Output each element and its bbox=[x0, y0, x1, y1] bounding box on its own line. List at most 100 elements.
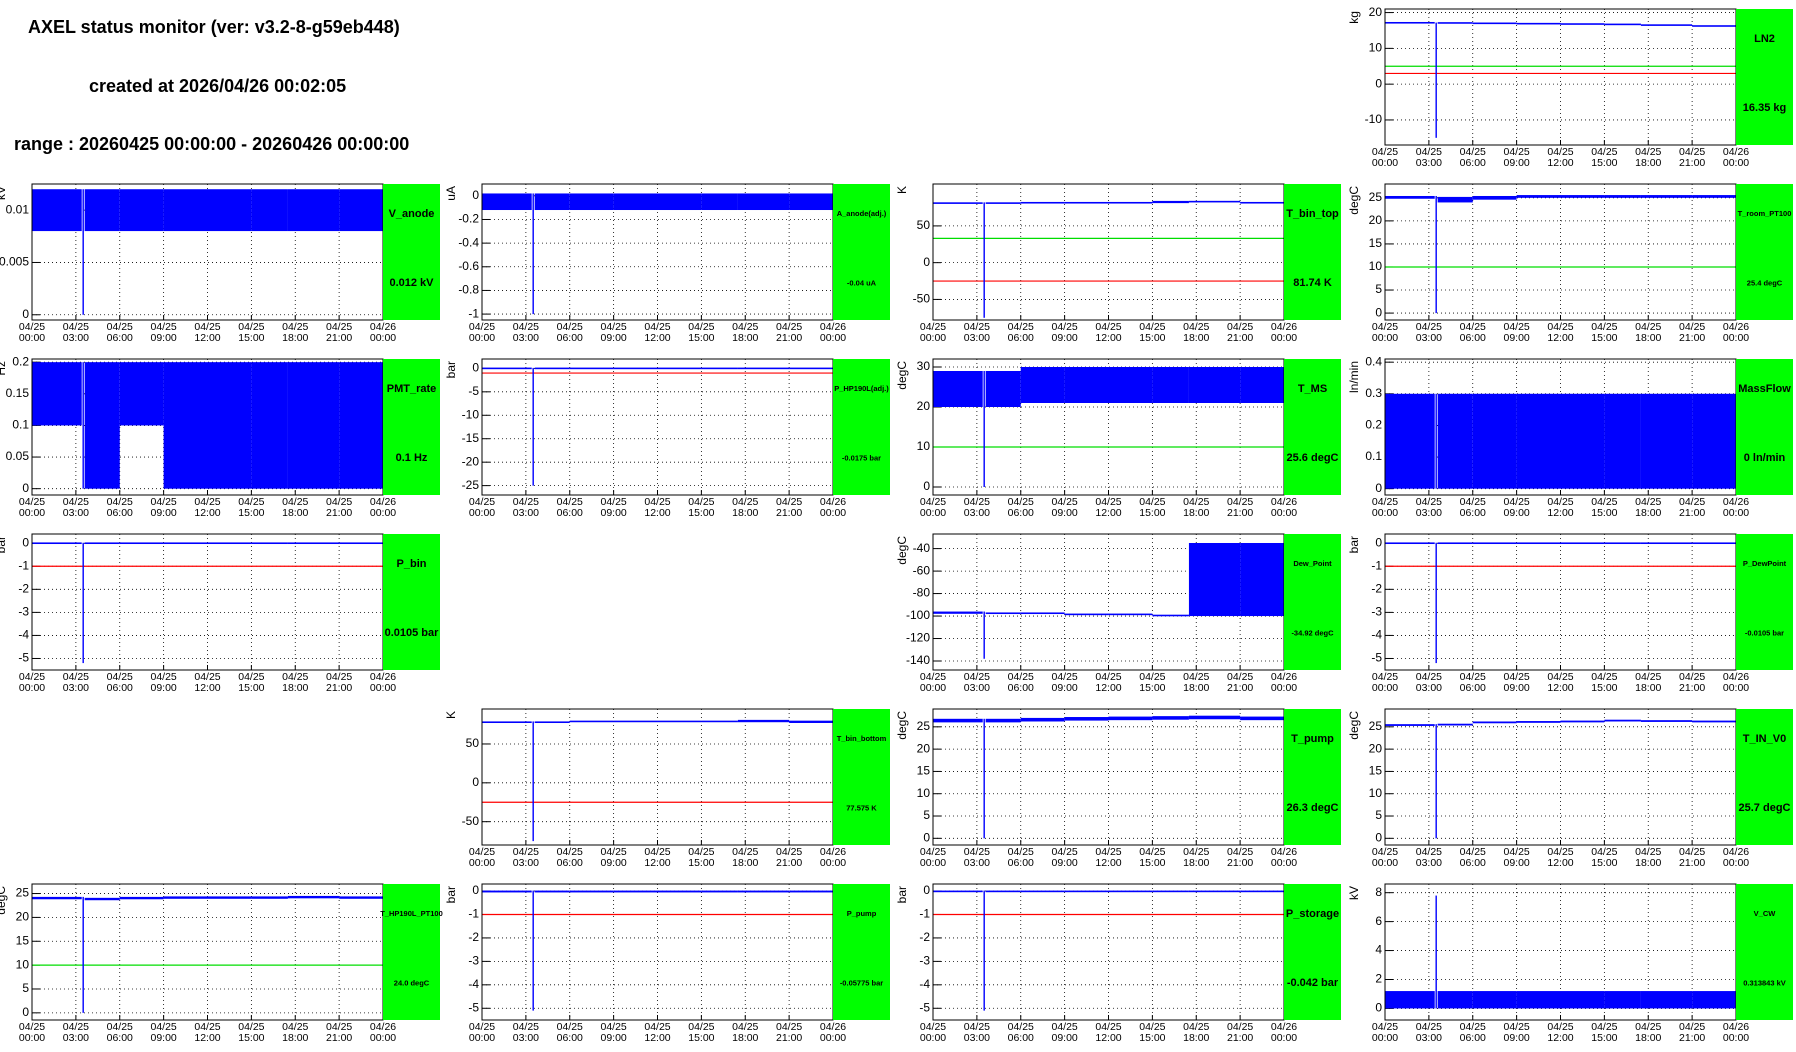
status-box bbox=[1736, 884, 1793, 1020]
x-tick-label: 04/25 12:00 bbox=[644, 321, 671, 344]
x-tick-label: 04/25 15:00 bbox=[1139, 1021, 1166, 1044]
x-tick-label: 04/25 09:00 bbox=[1051, 671, 1078, 694]
trace-envelope bbox=[1435, 895, 1437, 1009]
x-tick-label: 04/25 09:00 bbox=[1503, 1021, 1530, 1044]
y-tick-label: 50 bbox=[917, 218, 931, 232]
x-tick-label: 04/25 00:00 bbox=[1371, 1021, 1399, 1044]
status-name: MassFlow bbox=[1738, 383, 1791, 395]
trace-envelope bbox=[287, 189, 340, 232]
status-value: 0.012 kV bbox=[389, 277, 434, 289]
status-box bbox=[383, 359, 440, 495]
y-tick-label: 10 bbox=[1369, 786, 1383, 800]
trace-envelope bbox=[1560, 991, 1605, 1009]
x-tick-label: 04/25 09:00 bbox=[150, 671, 177, 694]
y-tick-label: -3 bbox=[468, 954, 479, 968]
y-tick-label: 0 bbox=[923, 883, 930, 897]
trace-envelope bbox=[1604, 991, 1641, 1009]
status-value: 16.35 kg bbox=[1743, 102, 1786, 114]
trace-envelope bbox=[657, 720, 702, 723]
trace-envelope bbox=[1437, 393, 1473, 489]
x-tick-label: 04/26 00:00 bbox=[369, 1021, 397, 1044]
y-tick-label: -2 bbox=[919, 930, 930, 944]
status-name: T_bin_bottom bbox=[837, 734, 887, 743]
trace-envelope bbox=[1435, 195, 1437, 314]
x-tick-label: 04/26 00:00 bbox=[1270, 846, 1298, 869]
status-value: 26.3 degC bbox=[1287, 802, 1339, 814]
status-value: -34.92 degC bbox=[1291, 628, 1334, 637]
y-axis-unit: bar bbox=[895, 886, 909, 903]
trace-envelope bbox=[1188, 200, 1241, 203]
y-tick-label: 0 bbox=[472, 188, 479, 202]
x-tick-label: 04/26 00:00 bbox=[819, 496, 847, 519]
y-tick-label: 20 bbox=[16, 910, 30, 924]
status-box bbox=[383, 184, 440, 320]
trace-envelope bbox=[339, 189, 383, 232]
y-axis-unit: K bbox=[895, 186, 909, 194]
y-tick-label: -4 bbox=[1371, 628, 1382, 642]
status-name: PMT_rate bbox=[387, 383, 437, 395]
trace-envelope bbox=[1240, 542, 1284, 617]
y-axis-unit: uA bbox=[444, 186, 458, 201]
x-tick-label: 04/25 18:00 bbox=[1183, 1021, 1210, 1044]
status-value: -0.042 bar bbox=[1287, 977, 1339, 989]
trace-envelope bbox=[82, 896, 84, 1013]
status-name: T_pump bbox=[1291, 733, 1334, 745]
y-tick-label: 0 bbox=[472, 775, 479, 789]
trace-envelope bbox=[482, 721, 532, 724]
x-tick-label: 04/25 12:00 bbox=[1095, 496, 1122, 519]
trace-envelope bbox=[569, 193, 614, 211]
trace-envelope bbox=[1560, 720, 1605, 723]
x-tick-label: 04/25 15:00 bbox=[688, 846, 715, 869]
trace-envelope bbox=[1437, 22, 1473, 24]
y-tick-label: -50 bbox=[913, 292, 931, 306]
y-tick-label: -25 bbox=[462, 478, 480, 492]
trace-envelope bbox=[983, 371, 985, 487]
y-tick-label: 0.1 bbox=[1365, 449, 1382, 463]
x-tick-label: 04/25 03:00 bbox=[963, 671, 991, 694]
trace-envelope bbox=[1435, 542, 1437, 664]
x-tick-label: 04/25 12:00 bbox=[194, 1021, 221, 1044]
y-tick-label: 0 bbox=[1375, 76, 1382, 90]
y-tick-label: -0.8 bbox=[458, 283, 479, 297]
status-value: 81.74 K bbox=[1293, 277, 1332, 289]
x-tick-label: 04/25 21:00 bbox=[1226, 1021, 1254, 1044]
trace-envelope bbox=[1188, 890, 1241, 893]
x-tick-label: 04/25 18:00 bbox=[1635, 146, 1662, 169]
y-axis-unit: bar bbox=[444, 361, 458, 378]
status-name: T_HP190L_PT100 bbox=[380, 909, 443, 918]
x-tick-label: 04/25 03:00 bbox=[963, 1021, 991, 1044]
status-box bbox=[383, 534, 440, 670]
y-tick-label: 10 bbox=[917, 439, 931, 453]
trace-envelope bbox=[737, 193, 790, 211]
y-tick-label: 4 bbox=[1375, 943, 1382, 957]
status-name: P_pump bbox=[847, 909, 877, 918]
trace-envelope bbox=[1516, 991, 1561, 1009]
x-tick-label: 04/25 21:00 bbox=[775, 846, 803, 869]
status-box bbox=[1736, 709, 1793, 845]
x-tick-label: 04/25 09:00 bbox=[1051, 496, 1078, 519]
y-tick-label: -0.4 bbox=[458, 235, 479, 249]
status-name: P_DewPoint bbox=[1743, 559, 1787, 568]
trace-envelope bbox=[1437, 991, 1473, 1009]
x-tick-label: 04/25 12:00 bbox=[1547, 496, 1574, 519]
y-tick-label: -1 bbox=[468, 907, 479, 921]
trace-envelope bbox=[532, 193, 534, 315]
status-box bbox=[833, 884, 890, 1020]
y-tick-label: 20 bbox=[1369, 741, 1383, 755]
x-tick-label: 04/25 12:00 bbox=[1547, 146, 1574, 169]
x-tick-label: 04/25 15:00 bbox=[688, 1021, 715, 1044]
x-tick-label: 04/25 21:00 bbox=[1678, 496, 1706, 519]
trace-envelope bbox=[482, 367, 532, 370]
trace-envelope bbox=[569, 367, 614, 370]
trace-envelope bbox=[32, 189, 82, 232]
y-tick-label: 6 bbox=[1375, 914, 1382, 928]
trace-envelope bbox=[701, 890, 738, 893]
x-tick-label: 04/25 12:00 bbox=[1547, 1021, 1574, 1044]
trace-envelope bbox=[737, 719, 790, 723]
x-tick-label: 04/25 09:00 bbox=[1503, 496, 1530, 519]
x-tick-label: 04/25 15:00 bbox=[238, 671, 265, 694]
trace-envelope bbox=[569, 720, 614, 723]
trace-envelope bbox=[613, 890, 658, 893]
x-tick-label: 04/25 15:00 bbox=[238, 496, 265, 519]
trace-envelope bbox=[534, 721, 570, 724]
